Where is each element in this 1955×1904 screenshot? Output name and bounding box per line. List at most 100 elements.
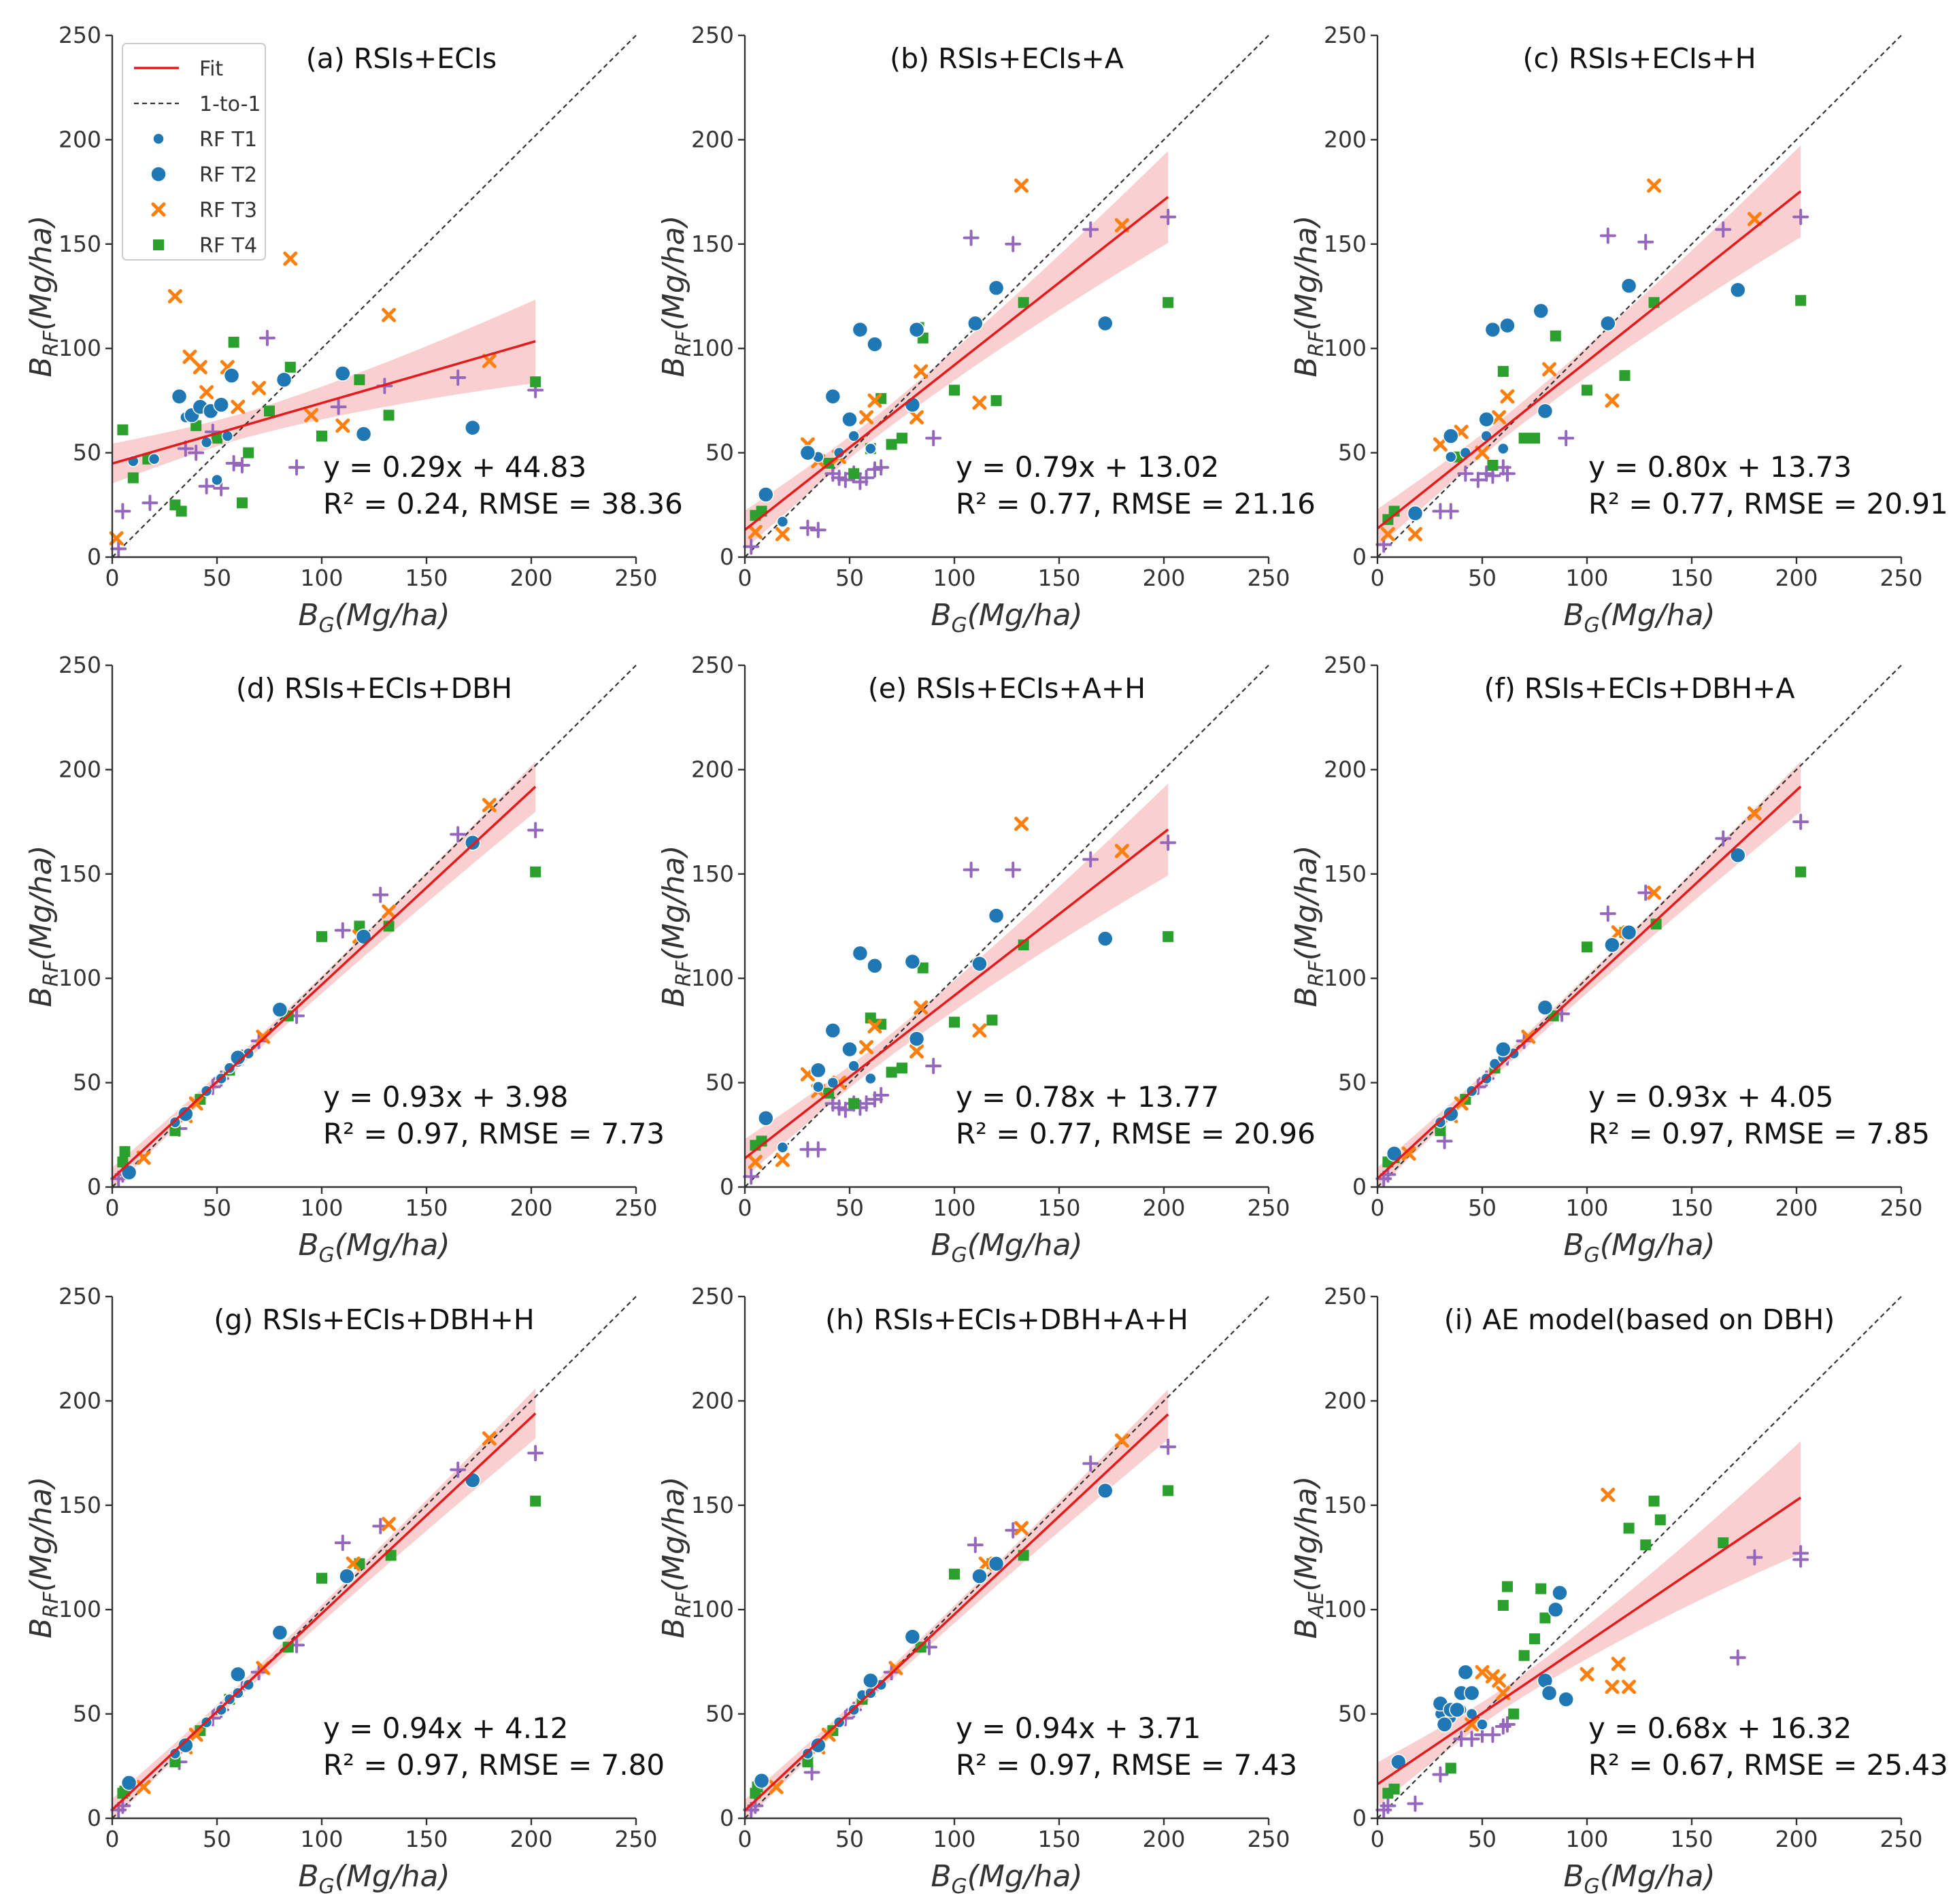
data-point: [188, 1727, 203, 1742]
data-point: [242, 1678, 254, 1691]
x-tick-label: 200: [1775, 1195, 1818, 1221]
y-tick-label: 250: [59, 22, 101, 48]
data-point: [1005, 235, 1022, 252]
data-point: [1558, 430, 1575, 447]
data-point: [1499, 1716, 1516, 1733]
x-tick-label: 100: [1566, 1195, 1609, 1221]
y-tick-label: 50: [73, 439, 101, 466]
data-point: [865, 1072, 877, 1085]
x-tick-label: 150: [1671, 1195, 1714, 1221]
data-point: [1407, 527, 1422, 541]
fit-stats: R² = 0.97, RMSE = 7.80: [323, 1748, 665, 1782]
panel-d: 0 50 100 150 200 250050100150200250BG(Mg/ha)B…: [24, 652, 665, 1267]
data-point: [335, 418, 350, 433]
data-point: [867, 958, 883, 974]
data-point: [873, 1087, 890, 1104]
data-point: [1097, 931, 1114, 947]
data-point: [223, 367, 240, 384]
y-axis-title-base: B: [1289, 1618, 1324, 1639]
data-point: [117, 424, 129, 435]
data-point: [897, 433, 907, 444]
data-point: [1097, 315, 1114, 332]
data-point: [863, 1672, 879, 1689]
data-point: [284, 361, 296, 373]
data-point: [127, 472, 139, 484]
x-axis-title: BG(Mg/ha): [931, 1228, 1082, 1267]
data-point: [465, 1472, 481, 1488]
data-point: [1637, 233, 1654, 250]
fit-equation: y = 0.80x + 13.73: [1588, 450, 1852, 484]
data-point: [283, 251, 298, 266]
data-point: [1499, 465, 1516, 482]
y-tick-label: 150: [1324, 231, 1367, 257]
data-point: [355, 929, 372, 945]
y-tick-label: 0: [1352, 1805, 1367, 1831]
data-point: [1380, 527, 1395, 541]
data-point: [852, 945, 869, 962]
data-point: [1163, 1485, 1174, 1497]
y-tick-label: 100: [1324, 335, 1367, 361]
y-axis-title: BRF(Mg/ha): [24, 215, 63, 377]
x-axis-title: BG(Mg/ha): [298, 1859, 450, 1899]
data-point: [316, 1573, 327, 1584]
data-point: [178, 1105, 194, 1122]
data-point: [967, 1537, 984, 1554]
legend-label: RF T4: [199, 234, 257, 258]
data-point: [1795, 295, 1807, 306]
fit-stats: R² = 0.97, RMSE = 7.85: [1588, 1117, 1930, 1150]
data-point: [908, 1031, 925, 1047]
x-axis-title-sub: G: [1584, 614, 1600, 637]
data-point: [841, 411, 858, 428]
data-point: [866, 461, 883, 478]
y-axis-title: BAE(Mg/ha): [1289, 1476, 1329, 1639]
y-axis-title-base: B: [656, 356, 691, 377]
legend-label: RF T1: [199, 128, 257, 152]
data-point: [275, 371, 293, 388]
data-point: [215, 1703, 227, 1716]
x-tick-label: 250: [615, 1826, 658, 1852]
data-point: [824, 1022, 841, 1039]
data-point: [199, 385, 214, 400]
data-point: [852, 321, 869, 338]
data-point: [316, 431, 327, 442]
x-tick-label: 100: [301, 1826, 344, 1852]
data-point: [334, 1535, 351, 1552]
x-axis-title-sub: G: [319, 1243, 335, 1267]
y-tick-label: 0: [87, 544, 101, 570]
x-axis-title-unit: (Mg/ha): [1600, 1859, 1716, 1894]
x-tick-label: 150: [1671, 1826, 1714, 1852]
data-point: [1654, 1514, 1666, 1526]
data-point: [914, 364, 929, 379]
x-tick-label: 150: [405, 1195, 448, 1221]
x-axis-title-unit: (Mg/ha): [335, 598, 450, 633]
data-point: [867, 1019, 882, 1034]
data-point: [748, 1154, 763, 1169]
data-point: [1605, 393, 1620, 408]
y-tick-label: 0: [1352, 544, 1367, 570]
data-point: [1605, 1680, 1620, 1694]
x-tick-label: 200: [1143, 565, 1186, 591]
y-axis-title: BRF(Mg/ha): [1289, 845, 1329, 1007]
data-point: [1500, 389, 1515, 404]
data-point: [212, 433, 222, 444]
x-tick-label: 0: [738, 1195, 752, 1221]
data-point: [1746, 1549, 1763, 1566]
y-tick-label: 150: [1324, 861, 1367, 887]
y-tick-label: 100: [691, 335, 734, 361]
data-point: [1535, 1583, 1547, 1594]
fit-line: [1376, 190, 1802, 530]
data-point: [775, 527, 790, 541]
x-tick-label: 0: [1371, 565, 1385, 591]
data-point: [801, 1748, 814, 1760]
data-point: [252, 380, 267, 395]
data-point: [527, 1445, 544, 1462]
data-point: [1542, 362, 1557, 377]
data-point: [167, 289, 182, 303]
y-tick-label: 100: [59, 1596, 101, 1622]
y-axis-title-sub: RF: [672, 961, 696, 987]
data-point: [1599, 905, 1616, 922]
data-point: [809, 1141, 826, 1158]
data-point: [758, 1110, 774, 1126]
legend: Fit 1-to-1 RF T1 RF T2 RF T3 RF T4: [122, 43, 266, 261]
data-point: [188, 444, 205, 461]
